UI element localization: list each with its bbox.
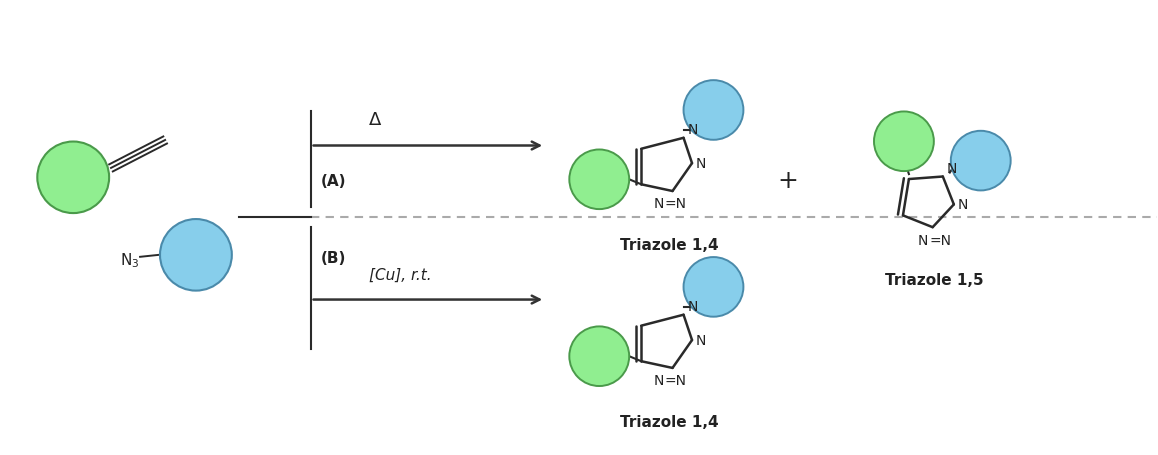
Text: N: N — [696, 157, 706, 171]
Text: Triazole 1,5: Triazole 1,5 — [885, 272, 983, 287]
Text: N: N — [688, 299, 698, 313]
Text: N: N — [947, 161, 958, 175]
Text: N: N — [958, 198, 968, 212]
Text: $\Delta$: $\Delta$ — [368, 111, 382, 128]
Text: =N: =N — [665, 373, 687, 387]
Ellipse shape — [683, 258, 743, 317]
Text: N: N — [653, 197, 664, 210]
Ellipse shape — [683, 81, 743, 141]
Text: =N: =N — [665, 197, 687, 210]
Text: N: N — [688, 122, 698, 136]
Text: N: N — [696, 334, 706, 347]
Ellipse shape — [37, 142, 109, 213]
Text: +: + — [777, 169, 798, 193]
Text: N: N — [918, 233, 929, 248]
Text: (A): (A) — [321, 173, 346, 188]
Text: Triazole 1,4: Triazole 1,4 — [621, 238, 719, 253]
Text: =N: =N — [929, 233, 951, 248]
Text: (B): (B) — [321, 251, 346, 266]
Ellipse shape — [951, 131, 1011, 191]
Ellipse shape — [874, 112, 933, 172]
Text: [Cu], r.t.: [Cu], r.t. — [369, 267, 432, 282]
Ellipse shape — [160, 220, 232, 291]
Ellipse shape — [570, 150, 629, 210]
Text: N$_3$: N$_3$ — [119, 251, 139, 269]
Ellipse shape — [570, 327, 629, 386]
Text: N: N — [653, 373, 664, 387]
Text: Triazole 1,4: Triazole 1,4 — [621, 414, 719, 429]
